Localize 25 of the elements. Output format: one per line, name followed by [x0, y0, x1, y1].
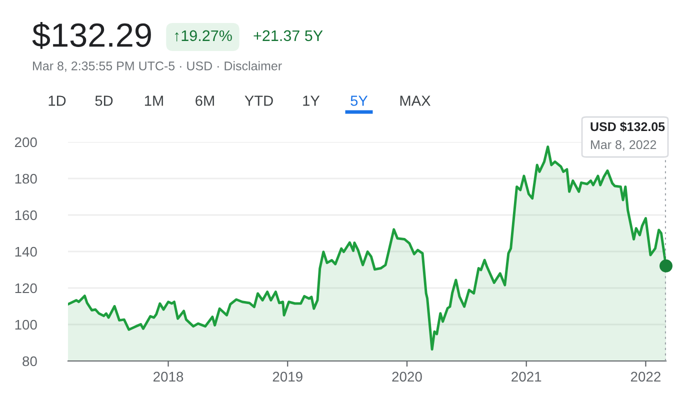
annotation: USD $132.05 Mar 8, 2022	[590, 122, 665, 151]
text: 1D	[48, 96, 66, 106]
y-tick-label: 160	[15, 210, 37, 220]
text: +21.37 5Y	[254, 30, 323, 42]
y-tick-label: 120	[15, 283, 37, 294]
chart-title: $132.29	[32, 22, 151, 49]
y-tick-label: 200	[14, 137, 37, 148]
y-tick-label: 140	[15, 246, 37, 257]
text: YTD	[244, 96, 273, 106]
text: ↑19.27%	[175, 30, 232, 42]
x-tick-label: 2020	[392, 372, 422, 382]
y-tick-label: 100	[15, 320, 37, 330]
chart-subtitle: Mar 8, 2:35:55 PM UTC-5 · USD · Disclaimer	[33, 61, 282, 72]
text: 5Y	[350, 96, 368, 106]
x-tick-label: 2019	[272, 372, 302, 382]
text: 1M	[144, 96, 163, 106]
x-tick-label: 2018	[154, 372, 184, 382]
text: MAX	[400, 96, 430, 106]
y-tick-label: 180	[15, 174, 37, 184]
text: 5D	[95, 96, 113, 106]
x-tick-label: 2021	[512, 372, 542, 382]
text: 1Y	[303, 96, 320, 106]
text: 6M	[196, 96, 214, 106]
y-tick-label: 80	[22, 356, 37, 366]
x-tick-label: 2022	[630, 372, 660, 382]
